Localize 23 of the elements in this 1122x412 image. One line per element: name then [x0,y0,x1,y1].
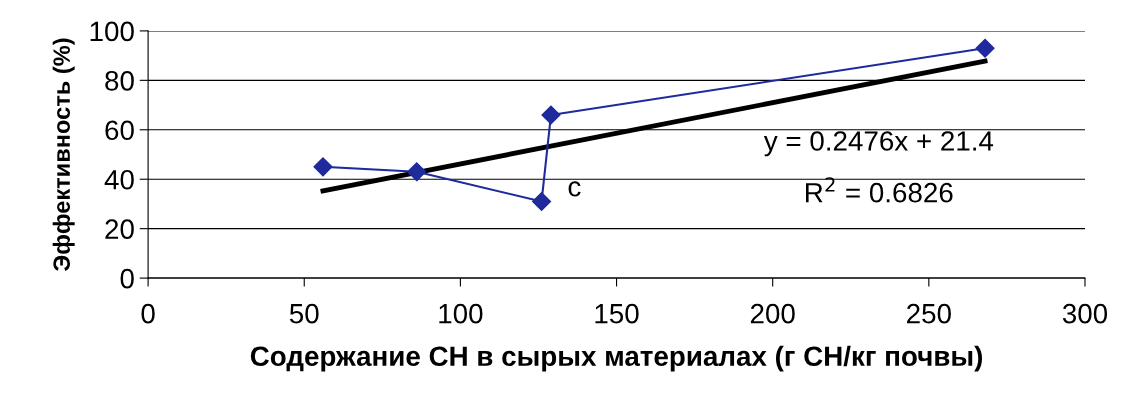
x-tick-label: 300 [1062,303,1108,324]
x-tick-label: 150 [595,303,639,324]
y-tick-label: 60 [105,120,134,141]
annotation: c [568,181,581,197]
y-tick-label: 40 [104,169,134,190]
x-tick-label: 200 [750,303,795,324]
point [407,162,427,182]
x-axis-title: Содержание СН в сырых материалах (г СН/кг почвы) [250,345,983,372]
x-tick-label: 50 [289,303,319,324]
annotation: R$^{2}$ = 0.6826 [806,177,953,203]
y-axis-title: Эффективность (%) [52,38,75,271]
annotation: y = 0.2476x + 21.4 [763,131,994,157]
point [541,105,561,125]
point [975,38,995,58]
point [313,157,333,177]
y-tick-label: 0 [120,268,134,289]
x-tick-label: 100 [439,303,483,324]
x-tick-label: 0 [141,303,155,324]
y-tick-label: 80 [105,71,134,91]
point [532,191,552,212]
x-tick-label: 250 [907,303,951,324]
y-tick-label: 20 [105,219,134,239]
y-tick-label: 100 [90,21,134,42]
